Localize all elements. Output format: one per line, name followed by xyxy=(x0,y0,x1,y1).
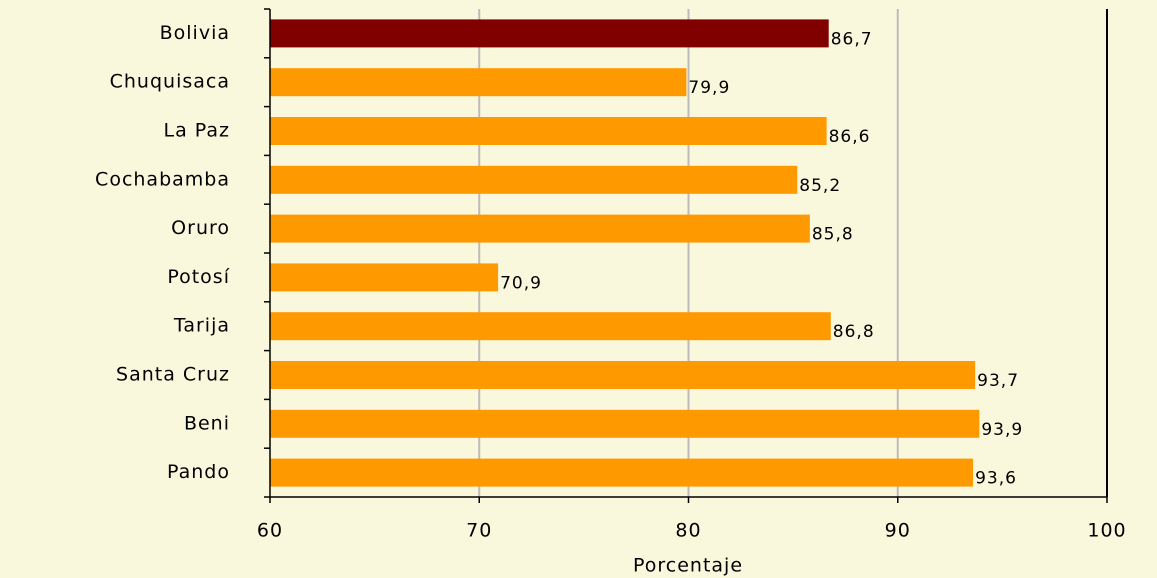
bar xyxy=(270,68,687,97)
value-label: 85,2 xyxy=(799,176,841,196)
value-label: 70,9 xyxy=(500,273,542,293)
y-tick-label: Cochabamba xyxy=(95,168,230,190)
y-tick-label: Tarija xyxy=(173,315,230,337)
y-tick-label: Pando xyxy=(167,461,230,483)
y-tick-label: Chuquisaca xyxy=(110,71,230,93)
bar xyxy=(270,214,810,243)
x-tick-label: 90 xyxy=(885,520,911,542)
bar xyxy=(270,165,798,194)
x-tick-label: 100 xyxy=(1087,520,1126,542)
value-label: 93,7 xyxy=(977,371,1019,391)
value-label: 86,7 xyxy=(831,29,873,49)
value-label: 86,8 xyxy=(833,322,875,342)
y-tick-label: Santa Cruz xyxy=(116,364,230,386)
value-label: 85,8 xyxy=(812,225,854,245)
x-tick-label: 80 xyxy=(675,520,701,542)
bar xyxy=(270,361,976,389)
y-tick-label: Bolivia xyxy=(160,22,230,44)
y-tick-label: Beni xyxy=(184,412,230,434)
value-label: 93,6 xyxy=(975,469,1017,489)
x-tick-label: 60 xyxy=(257,520,283,542)
value-label: 79,9 xyxy=(688,78,730,98)
value-label: 86,6 xyxy=(829,127,871,147)
x-axis-label: Porcentaje xyxy=(633,555,743,577)
bar xyxy=(270,19,829,48)
y-tick-label: Potosí xyxy=(167,266,230,288)
value-label: 93,9 xyxy=(981,420,1023,440)
bar xyxy=(270,263,499,292)
bar xyxy=(270,312,831,341)
bar xyxy=(270,458,974,487)
y-tick-label: La Paz xyxy=(164,120,231,142)
bar xyxy=(270,409,980,438)
y-tick-label: Oruro xyxy=(171,217,230,239)
bar xyxy=(270,117,827,145)
x-tick-label: 70 xyxy=(466,520,492,542)
